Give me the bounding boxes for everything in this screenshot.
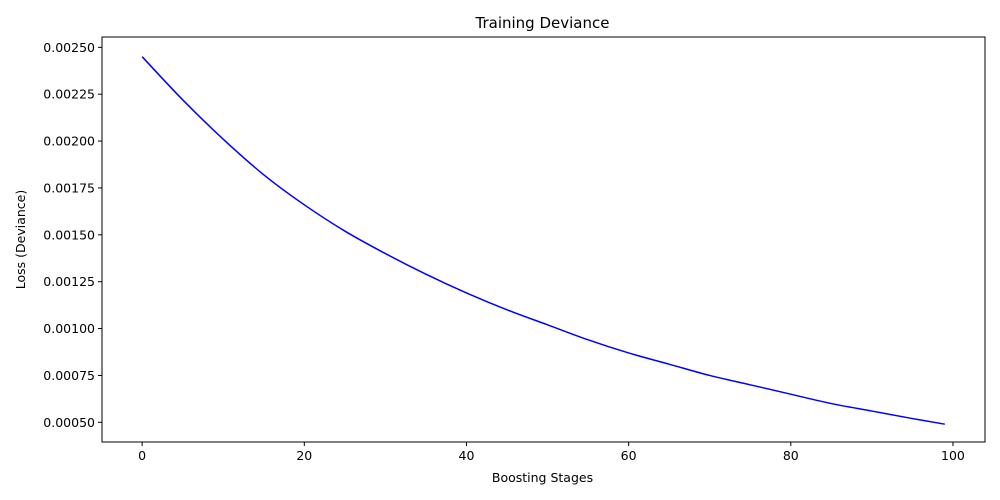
x-tick-label: 60 [621,448,637,463]
y-tick-label: 0.00150 [43,227,95,242]
series-line [141,56,945,425]
y-tick-label: 0.00125 [43,274,95,289]
chart-title: Training Deviance [475,14,610,32]
y-tick-label: 0.00050 [43,415,95,430]
y-tick-label: 0.00250 [43,40,95,55]
x-tick-label: 0 [138,448,146,463]
x-tick-label: 80 [783,448,799,463]
y-axis-label: Loss (Deviance) [13,190,28,289]
x-tick-label: 20 [296,448,312,463]
plot-area [141,56,945,425]
x-axis: 0 20 40 60 80 100 [138,442,965,463]
x-axis-label: Boosting Stages [492,470,593,485]
x-tick-label: 100 [941,448,965,463]
x-tick-label: 40 [459,448,475,463]
y-axis: 0.00050 0.00075 0.00100 0.00125 0.00150 0.001… [43,40,102,430]
plot-frame [101,36,986,443]
y-tick-label: 0.00225 [43,87,95,102]
y-tick-label: 0.00075 [43,368,95,383]
y-tick-label: 0.00200 [43,134,95,149]
y-tick-label: 0.00100 [43,321,95,336]
y-tick-label: 0.00175 [43,180,95,195]
